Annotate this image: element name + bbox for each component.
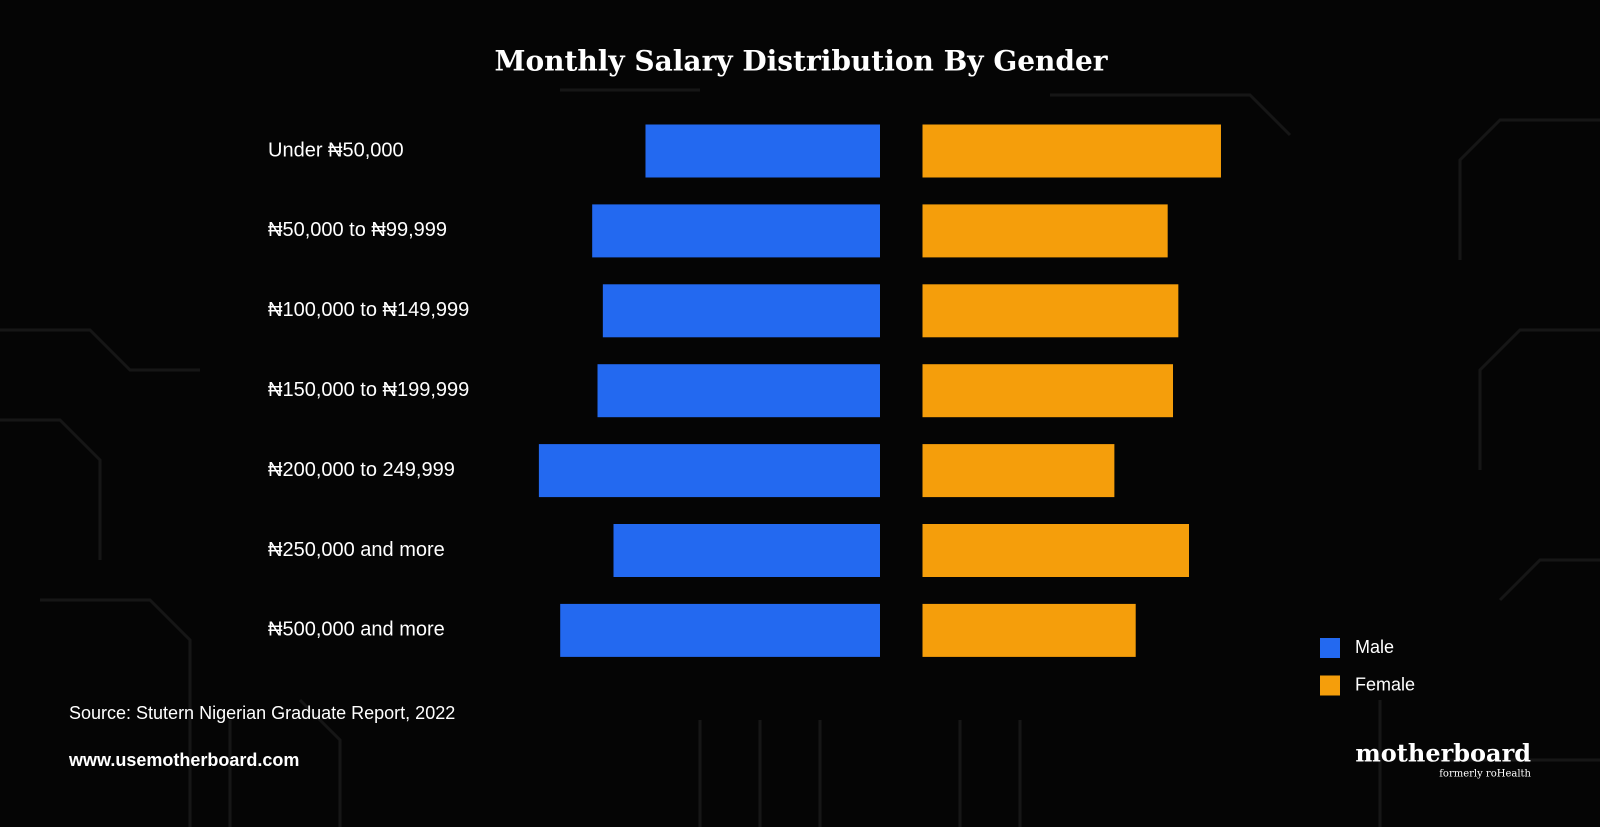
bar — [645, 124, 880, 178]
bar — [922, 124, 1221, 178]
bar — [597, 364, 880, 418]
bar — [922, 364, 1174, 418]
legend-label: Male — [1355, 637, 1394, 657]
legend-label: Female — [1355, 674, 1415, 694]
category-label: Under ₦50,000 — [268, 139, 404, 161]
bar — [922, 603, 1136, 657]
bar — [613, 524, 880, 577]
bar — [922, 444, 1115, 498]
bar — [922, 524, 1189, 577]
brand-tagline: formerly roHealth — [1439, 769, 1531, 780]
category-label: ₦500,000 and more — [268, 619, 445, 641]
circuit-decoration — [0, 88, 1600, 827]
bar — [560, 603, 880, 657]
bar — [922, 204, 1168, 258]
legend-swatch — [1320, 638, 1340, 658]
category-label: ₦250,000 and more — [268, 539, 445, 561]
website: www.usemotherboard.com — [68, 750, 299, 770]
source-note: Source: Stutern Nigerian Graduate Report… — [69, 703, 455, 723]
bar — [592, 204, 880, 258]
category-label: ₦100,000 to ₦149,999 — [268, 299, 469, 321]
brand-logo: motherboard — [1355, 739, 1531, 768]
chart-title: Monthly Salary Distribution By Gender — [494, 45, 1108, 78]
category-label: ₦150,000 to ₦199,999 — [268, 379, 469, 401]
bar — [538, 444, 880, 498]
category-label: ₦50,000 to ₦99,999 — [268, 219, 447, 241]
category-label: ₦200,000 to 249,999 — [268, 459, 455, 481]
bar — [602, 284, 880, 338]
bar — [922, 284, 1179, 338]
legend-swatch — [1320, 675, 1340, 696]
